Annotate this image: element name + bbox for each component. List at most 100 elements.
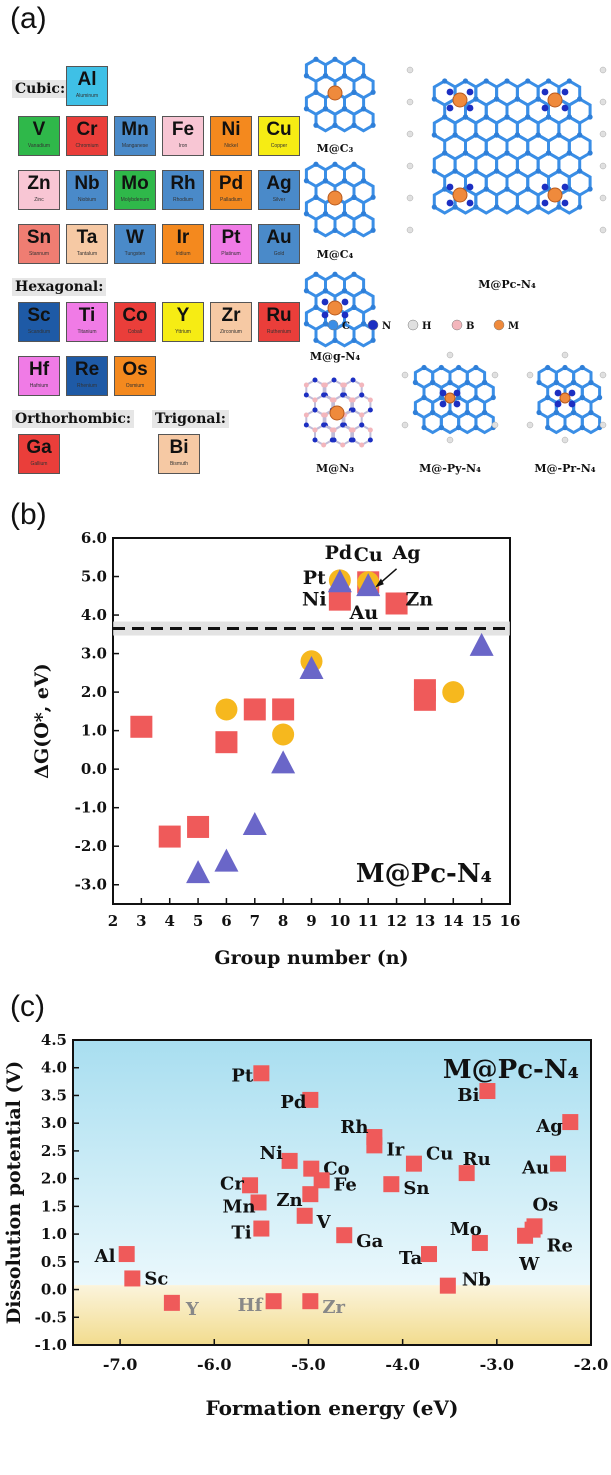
data-point-zr [302,1293,319,1310]
n-atom [321,422,327,428]
element-symbol: Co [122,305,148,326]
element-tile-ir: Ir Iridium [162,224,204,264]
c-atom [597,394,603,401]
n-atom [561,88,569,96]
element-name: Zirconium [220,329,242,335]
element-name: Platinum [221,251,241,257]
c-atom [351,122,357,128]
n-atom [367,437,373,443]
square-point [215,731,238,754]
c-atom [442,150,448,156]
data-point-cu [405,1155,422,1172]
c-atom [456,424,462,431]
point-label: Hf [238,1295,264,1316]
element-symbol: Sn [26,227,52,248]
element-symbol: V [32,119,46,140]
c-atom [332,56,338,62]
panel-label-a: (a) [10,2,47,35]
x-tick-label: -4.0 [385,1355,419,1374]
x-tick-label: -5.0 [291,1355,325,1374]
c-atom [303,73,310,79]
c-atom [430,379,436,386]
n-atom [340,422,346,428]
x-tick-label: 4 [164,912,174,930]
point-label: Y [185,1299,200,1320]
h-atom [446,436,454,444]
plot-frame [72,1039,592,1346]
structure-label: M@C₄ [317,248,354,261]
data-point-w [517,1227,534,1244]
data-point-pd [302,1091,319,1108]
element-name: Iridium [175,251,191,257]
c-atom [351,271,357,277]
c-atom [473,132,479,138]
c-atom [332,271,338,277]
point-label: Rh [340,1117,368,1138]
c-atom [341,73,348,79]
c-atom [504,78,510,84]
point-label: Cu [426,1144,453,1165]
metal-atom [327,190,343,206]
c-atom [577,132,583,138]
data-point-ru [458,1165,475,1182]
c-atom [438,364,444,371]
element-tile-rh: Rh Rhodium [162,170,204,210]
point-label: Os [532,1194,558,1215]
c-atom [303,178,310,184]
c-atom [464,379,470,386]
element-name: Tungsten [124,251,146,257]
element-symbol: Ti [78,305,96,326]
c-atom [322,73,329,79]
point-label: Sn [403,1178,429,1199]
c-atom [421,364,427,371]
y-tick-label: 6.0 [81,529,107,547]
element-name: Aluminum [75,93,99,99]
c-atom [483,150,489,156]
element-tile-w: W Tungsten [114,224,156,264]
y-tick-label: 5.0 [81,568,107,586]
n-atom [321,298,329,306]
element-name: Titanium [77,329,97,335]
data-point-al [118,1246,135,1263]
c-atom [322,178,329,184]
c-atom [313,89,319,95]
n-atom [446,183,454,191]
x-tick-label: 10 [329,912,350,930]
point-label: Pt [231,1065,254,1086]
c-atom [535,132,541,138]
y-tick-label: 4.0 [41,1059,67,1077]
x-axis-label: Formation energy (eV) [205,1396,458,1420]
c-atom [483,186,489,192]
element-tile-ag: Ag Silver [258,170,300,210]
structure-label: M@Pc-N₄ [478,278,536,291]
square-point [413,679,436,702]
square-point [385,592,408,615]
stable-region [73,1040,591,1286]
legend-label: M [508,321,519,332]
data-point-v [296,1207,313,1224]
point-label: Cr [220,1173,244,1194]
h-atom [401,421,409,429]
element-name: Vanadium [27,143,51,149]
point-label: Mn [223,1196,256,1217]
c-atom [351,337,357,343]
legend-label: C [342,321,350,332]
h-atom [406,226,414,234]
c-atom [562,424,568,431]
element-name: Rhenium [76,383,97,389]
b-atom [359,412,365,418]
c-atom [360,178,367,184]
square-point [130,715,153,738]
ring [495,187,519,215]
c-atom [536,379,542,386]
n-atom [312,407,318,413]
h-atom [406,194,414,202]
legend-atom-b [451,319,463,331]
h-atom [526,371,534,379]
c-atom [483,114,489,120]
ring [333,423,353,447]
c-atom [303,288,310,294]
ring [352,107,375,133]
c-atom [447,379,453,386]
h-atom [491,421,499,429]
